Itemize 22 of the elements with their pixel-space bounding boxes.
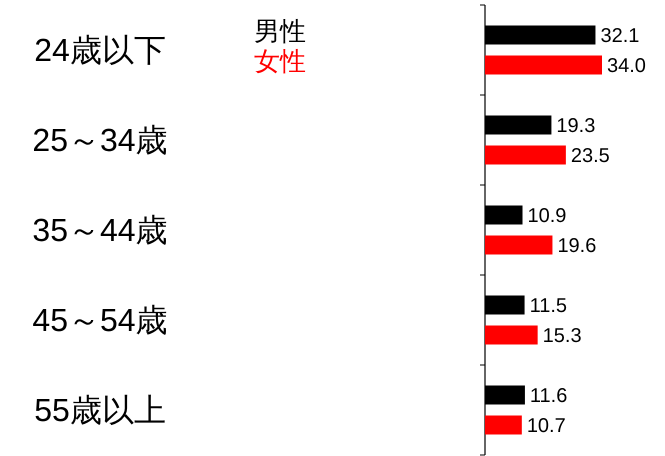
y-tick-label: 45～54歳: [32, 302, 168, 338]
y-tick-label: 35～44歳: [32, 212, 168, 248]
y-tick-label: 24歳以下: [34, 32, 166, 68]
data-label: 10.9: [528, 205, 566, 227]
data-label: 19.3: [556, 115, 596, 137]
data-label: 34.0: [607, 55, 646, 77]
text: 女性: [254, 46, 306, 76]
data-label: 19.6: [557, 235, 596, 257]
bar: [485, 416, 522, 434]
bar: [485, 146, 566, 164]
data-label: 32.1: [600, 25, 640, 47]
y-tick-label: 25～34歳: [32, 122, 168, 158]
data-label: 11.5: [530, 295, 568, 317]
bar: [485, 56, 602, 74]
data-label: 10.7: [526, 415, 566, 437]
bar: [485, 326, 538, 344]
text: 男性: [254, 16, 306, 46]
data-label: 11.6: [530, 385, 568, 407]
data-label: 23.5: [570, 145, 610, 167]
data-label: 15.3: [542, 325, 582, 347]
y-tick-label: 55歳以上: [34, 392, 166, 428]
bar: [485, 236, 552, 254]
